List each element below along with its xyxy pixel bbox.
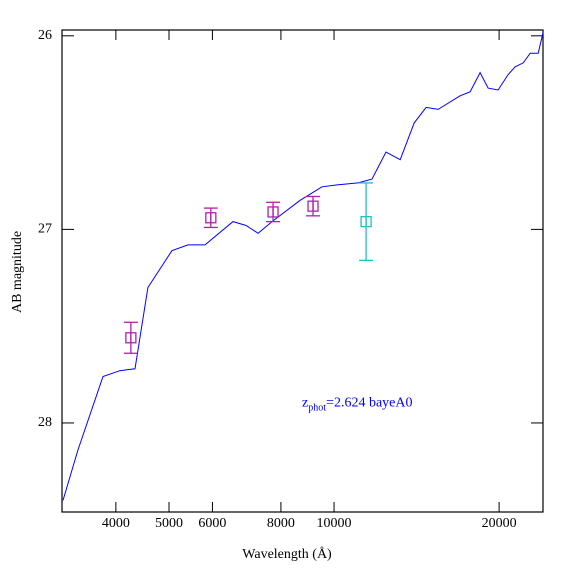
annotation-part: phot	[308, 403, 326, 414]
x-axis-label: Wavelength (Å)	[242, 546, 332, 562]
error-bar	[266, 201, 281, 223]
model-line	[62, 31, 544, 501]
x-tick-label: 4000	[102, 516, 130, 531]
x-tick-label: 8000	[267, 516, 295, 531]
y-tick-label: 27	[38, 222, 52, 237]
error-bar	[306, 195, 321, 217]
x-tick-label: 5000	[155, 516, 183, 531]
y-tick-label: 26	[38, 28, 52, 43]
photometry-point	[267, 206, 279, 218]
plot-frame	[61, 29, 544, 513]
error-bar	[359, 182, 374, 262]
annotation-part: z	[302, 396, 308, 411]
error-bar	[203, 207, 218, 229]
annotation: zphot=2.624 bayeA0	[302, 396, 412, 414]
annotation-part: =2.624 bayeA0	[326, 396, 412, 411]
x-tick-label: 20000	[482, 516, 517, 531]
x-tick-label: 6000	[198, 516, 226, 531]
y-axis-label: AB magnitude	[10, 231, 25, 313]
photometry-point	[125, 332, 137, 344]
photometry-point	[307, 200, 319, 212]
photometry-point	[205, 212, 217, 224]
x-tick-label: 10000	[317, 516, 352, 531]
photometry-point	[360, 215, 372, 228]
y-tick-label: 28	[38, 415, 52, 430]
